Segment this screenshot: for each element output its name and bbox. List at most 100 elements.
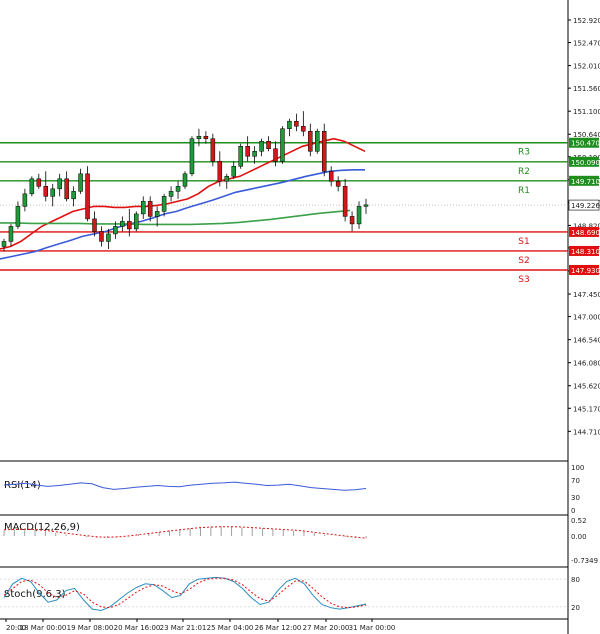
candle-bull: [78, 173, 83, 192]
rsi-scale-label: 70: [571, 477, 580, 485]
rsi-scale: 100 70 30 0: [571, 464, 584, 515]
candle-bear: [308, 130, 313, 152]
rsi-scale-label: 30: [571, 494, 580, 502]
level-badge-label: 147.930: [571, 267, 600, 275]
level-badge: [569, 156, 599, 167]
level-badge-label: 150.470: [571, 140, 600, 148]
candle-bull: [1, 241, 7, 247]
candle-bull: [15, 206, 21, 227]
candle-bear: [245, 146, 250, 157]
candle-bull: [280, 128, 285, 162]
candle-bear: [342, 186, 348, 217]
time-tick-label: 19 Mar 08:00: [67, 624, 114, 632]
candle-bull: [356, 206, 362, 225]
level-name-r1: R1: [518, 186, 530, 196]
candle-bear: [321, 130, 327, 172]
macd-pane: MACD(12,26,9) 0.52 0.00 -0.7349: [0, 517, 598, 568]
candle-bull: [161, 196, 167, 212]
candle-bear: [301, 125, 306, 132]
stoch-k-line: [3, 576, 367, 612]
ma-line-0: [0, 137, 366, 250]
price-tick-label: 145.170: [573, 405, 600, 413]
level-badge-label: 150.090: [571, 159, 600, 167]
macd-scale-label: -0.7349: [571, 557, 598, 565]
candle-bear: [217, 161, 223, 182]
rsi-pane: RSI(14) 100 70 30 0: [0, 464, 584, 516]
candle-bear: [294, 120, 299, 127]
candle-bear: [85, 173, 90, 220]
price-tick-label: 145.620: [573, 383, 600, 391]
candle-bull: [238, 146, 243, 167]
level-badges: 150.470 150.090 149.710 148.690 148.310 147.9…: [568, 137, 600, 275]
price-tick-label: 152.010: [573, 63, 600, 71]
candle-bull: [182, 173, 188, 187]
time-tick-label: 26 Mar 12:00: [255, 624, 302, 632]
level-badge: [569, 137, 599, 148]
price-tick-label: 150.640: [573, 131, 600, 139]
candle-bull: [363, 204, 369, 207]
price-tick-label: 151.100: [573, 108, 600, 116]
stoch-label: Stoch(9,6,3): [4, 589, 66, 600]
candle-bull: [252, 151, 257, 157]
candle-bull: [140, 201, 146, 215]
time-tick-label: 27 Mar 20:00: [303, 624, 350, 632]
level-name-s3: S3: [518, 275, 529, 285]
candle-bull: [189, 138, 195, 175]
candle-bull: [168, 191, 174, 197]
time-tick-label: 31 Mar 00:00: [349, 624, 396, 632]
rsi-line: [3, 481, 367, 491]
time-tick-label: 23 Mar 21:01: [160, 624, 207, 632]
candle-bull: [120, 221, 125, 227]
time-tick-label: 20 Mar 16:00: [114, 624, 161, 632]
level-badge: [569, 226, 599, 237]
price-tick-label: 146.540: [573, 337, 600, 345]
level-name-s2: S2: [518, 256, 529, 266]
candle-bull: [8, 226, 14, 242]
candle-bear: [36, 178, 42, 187]
candle-bull: [196, 135, 202, 139]
candle-bull: [134, 213, 139, 230]
stoch-d-line: [3, 577, 367, 609]
candle-bear: [43, 186, 49, 197]
macd-histogram: [3, 526, 367, 539]
level-name-r2: R2: [518, 167, 530, 177]
current-price-badge: [568, 199, 600, 211]
macd-scale: 0.52 0.00 -0.7349: [571, 517, 598, 565]
macd-scale-label: 0.52: [571, 517, 587, 525]
candle-bull: [287, 120, 292, 129]
price-tick-label: 151.560: [573, 85, 600, 93]
candle-bull: [175, 186, 181, 192]
level-badge-label: 148.690: [571, 229, 600, 237]
candle-bear: [349, 216, 355, 225]
macd-label: MACD(12,26,9): [4, 522, 80, 533]
price-tick-label: 148.820: [573, 222, 600, 230]
stoch-scale-label: 20: [571, 604, 580, 612]
candle-bear: [210, 138, 216, 162]
level-name-r3: R3: [518, 148, 530, 158]
macd-scale-label: 0.00: [571, 533, 587, 541]
candle-bear: [147, 201, 153, 217]
candle-bear: [64, 178, 69, 200]
candle-bull: [50, 188, 55, 197]
level-badge: [569, 264, 599, 275]
level-badge-label: 148.310: [571, 248, 600, 256]
candle-bear: [335, 181, 341, 187]
level-name-s1: S1: [518, 237, 529, 247]
price-tick-label: 147.450: [573, 291, 600, 299]
candle-bull: [259, 140, 264, 152]
level-badge: [569, 175, 599, 186]
stoch-scale: 80 20: [0, 576, 580, 612]
candle-bull: [29, 178, 35, 195]
price-tick-label: 152.920: [573, 17, 600, 25]
candle-bear: [273, 148, 278, 162]
candle-bull: [315, 130, 320, 152]
candle-bear: [99, 231, 104, 242]
candle-bear: [92, 218, 97, 232]
candle-bull: [231, 166, 236, 177]
level-badge-label: 149.710: [571, 178, 600, 186]
rsi-scale-label: 0: [571, 507, 575, 515]
price-tick-label: 147.000: [573, 314, 600, 322]
